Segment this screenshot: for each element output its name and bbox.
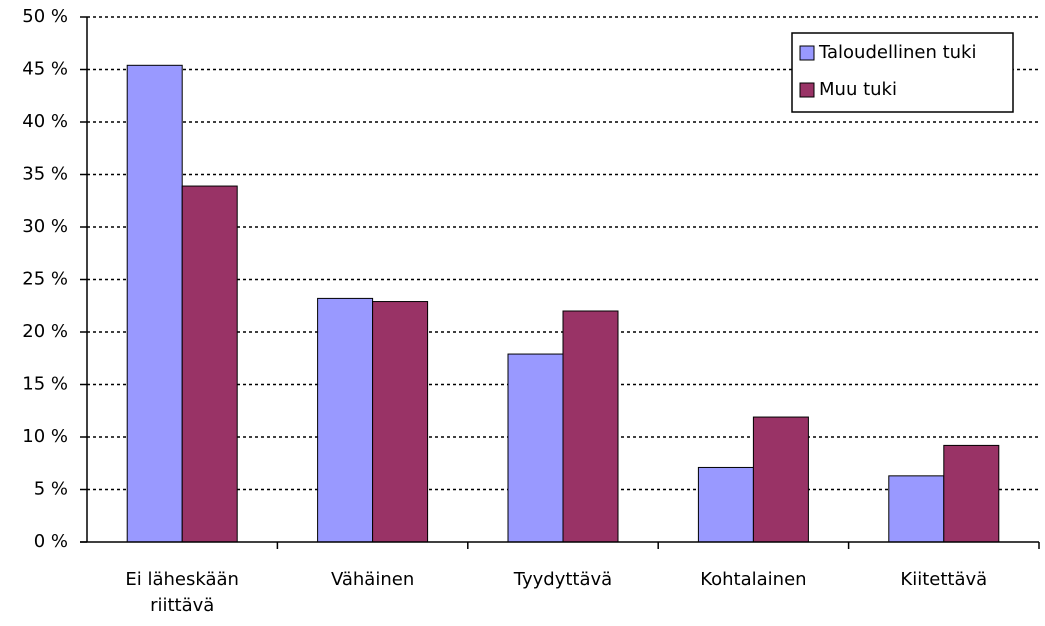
legend-swatch (799, 82, 815, 98)
x-tick-label: Kohtalainen (700, 569, 807, 590)
x-tick-label: Ei läheskään riittävä (125, 569, 239, 616)
legend-label: Muu tuki (819, 79, 897, 100)
bar (126, 64, 183, 543)
bar (752, 416, 809, 543)
legend-swatch (799, 45, 815, 61)
bar (943, 444, 1000, 543)
bar (888, 475, 945, 543)
legend-label: Taloudellinen tuki (818, 42, 976, 63)
bar (372, 301, 429, 543)
x-tick-label: Vähäinen (330, 569, 415, 590)
bar (317, 297, 374, 543)
y-tick-label: 40 % (22, 111, 68, 132)
y-tick-label: 30 % (22, 216, 68, 237)
y-tick-label: 25 % (22, 269, 68, 290)
y-tick-label: 0 % (34, 531, 68, 552)
legend-box (791, 32, 1014, 113)
y-tick-label: 5 % (34, 479, 68, 500)
y-tick-label: 15 % (22, 374, 68, 395)
x-tick-label: Kiitettävä (900, 569, 988, 590)
x-tick-label: Tyydyttävä (513, 569, 613, 590)
bar (181, 185, 238, 543)
bar (507, 353, 564, 543)
y-tick-label: 45 % (22, 59, 68, 80)
bar (562, 310, 619, 543)
y-tick-label: 20 % (22, 321, 68, 342)
y-tick-label: 50 % (22, 6, 68, 27)
y-tick-label: 10 % (22, 426, 68, 447)
y-tick-label: 35 % (22, 164, 68, 185)
bar (697, 466, 754, 543)
